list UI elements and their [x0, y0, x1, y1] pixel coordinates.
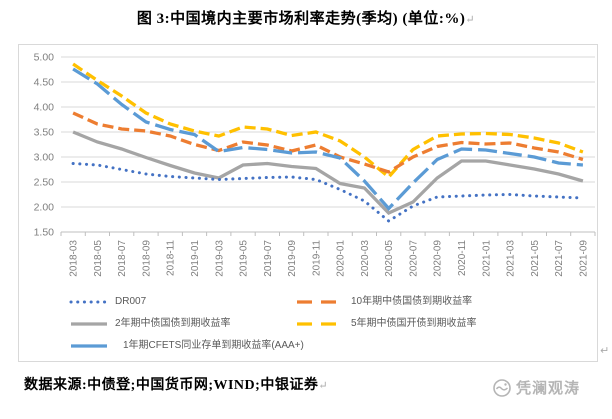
legend-label: 5年期中债国开债到期收益率	[351, 318, 477, 329]
legend-item-cgb10y: 10年期中债国债到期收益率	[295, 296, 472, 308]
watermark-logo-icon	[493, 378, 511, 397]
y-axis-label: 2.50	[34, 177, 55, 189]
x-axis-label: 2021-01	[481, 240, 492, 277]
x-axis-label: 2018-03	[69, 240, 80, 277]
y-axis-label: 4.00	[34, 102, 55, 114]
paragraph-mark-icon: ↵	[600, 345, 610, 357]
series-line-2	[72, 130, 584, 215]
y-axis-label: 3.00	[34, 152, 55, 164]
legend-label: 2年期中债国债到期收益率	[115, 318, 231, 329]
data-source-text: 数据来源:中债登;中国货币网;WIND;中银证券	[24, 378, 319, 393]
y-axis-label: 2.00	[34, 202, 55, 214]
x-axis-label: 2020-01	[336, 240, 347, 277]
legend-item-cdb5y: 5年期中债国开债到期收益率	[295, 318, 477, 330]
chart-title-text: 图 3:中国境内主要市场利率走势(季均) (单位:%)	[136, 11, 466, 27]
paragraph-mark-icon: ↵	[465, 14, 476, 26]
series-line-4	[72, 67, 584, 211]
legend-swatch-dotted	[69, 300, 109, 304]
paragraph-mark-icon: ↵	[318, 380, 329, 392]
x-axis-label: 2021-03	[506, 240, 517, 277]
legend-swatch-longdash	[71, 344, 107, 348]
legend-label: 10年期中债国债到期收益率	[351, 296, 473, 307]
chart-frame: 5.00 4.50 4.00 3.50 3.00 2.50 2.00 1.50 2018-03 2…	[18, 44, 598, 362]
series-line-3	[72, 62, 584, 180]
x-axis-label: 2021-07	[554, 240, 565, 277]
watermark-text: 凭澜观涛	[516, 380, 581, 397]
legend-item-cgb2y: 2年期中债国债到期收益率	[69, 318, 231, 330]
chart-svg: 5.00 4.50 4.00 3.50 3.00 2.50 2.00 1.50 2018-03 2…	[34, 52, 596, 277]
legend-item-ncd1y: 1年期CFETS同业存单到期收益率(AAA+)	[69, 340, 304, 352]
legend-label: DR007	[115, 296, 147, 307]
x-axis-label: 2019-01	[190, 240, 201, 277]
x-axis-label: 2019-05	[239, 240, 250, 277]
data-source-note: 数据来源:中债登;中国货币网;WIND;中银证券↵	[24, 374, 328, 394]
legend-swatch-dashed-gold	[297, 322, 343, 326]
watermark: 凭澜观涛	[492, 377, 580, 398]
x-axis-label: 2019-03	[214, 240, 225, 277]
x-axis-label: 2018-07	[117, 240, 128, 277]
x-axis-label: 2018-09	[142, 240, 153, 277]
x-axis-label: 2020-09	[433, 240, 444, 277]
x-axis-label: 2019-07	[263, 240, 274, 277]
chart-title: 图 3:中国境内主要市场利率走势(季均) (单位:%)↵	[0, 7, 612, 28]
x-axis-label: 2020-05	[384, 240, 395, 277]
y-axis-label: 3.50	[34, 127, 55, 139]
x-axis-label: 2020-07	[409, 240, 420, 277]
x-axis-label: 2020-11	[457, 240, 468, 276]
legend-label: 1年期CFETS同业存单到期收益率(AAA+)	[123, 340, 304, 351]
x-axis-label: 2020-03	[360, 240, 371, 277]
y-axis-label: 5.00	[34, 52, 55, 64]
x-axis-label: 2021-05	[530, 240, 541, 277]
x-axis-label: 2018-05	[93, 240, 104, 277]
series-line-1	[72, 111, 584, 174]
y-axis-label: 4.50	[34, 77, 55, 89]
x-axis-label: 2018-11	[166, 240, 177, 276]
x-axis-label: 2019-09	[287, 240, 298, 277]
legend-swatch-solid	[71, 322, 107, 326]
legend-swatch-dashed	[297, 300, 343, 304]
y-axis-label: 1.50	[34, 227, 55, 239]
x-axis-label: 2021-09	[578, 240, 589, 277]
x-axis-label: 2019-11	[311, 240, 322, 276]
legend-item-dr007: DR007	[69, 296, 146, 308]
series-line-0	[71, 162, 585, 223]
